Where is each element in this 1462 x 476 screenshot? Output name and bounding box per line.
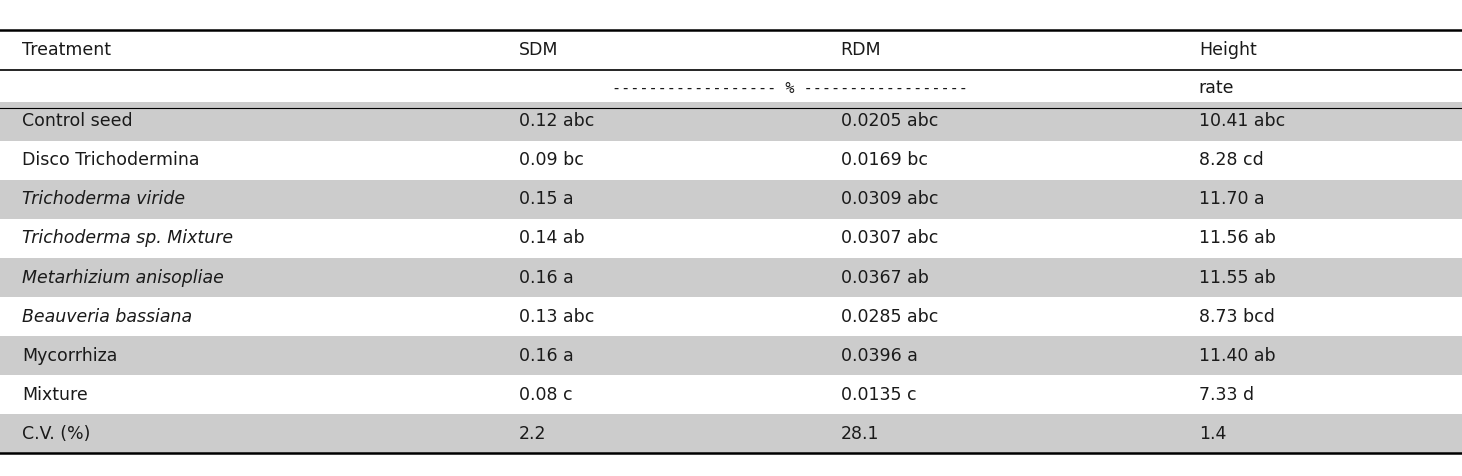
- Text: rate: rate: [1199, 79, 1234, 97]
- Text: 0.0205 abc: 0.0205 abc: [841, 112, 939, 130]
- Text: Beauveria bassiana: Beauveria bassiana: [22, 307, 192, 326]
- Text: 0.09 bc: 0.09 bc: [519, 151, 583, 169]
- Text: 0.0169 bc: 0.0169 bc: [841, 151, 928, 169]
- Text: 0.0307 abc: 0.0307 abc: [841, 229, 939, 248]
- Text: 11.70 a: 11.70 a: [1199, 190, 1265, 208]
- Text: Mixture: Mixture: [22, 386, 88, 404]
- Text: 11.40 ab: 11.40 ab: [1199, 347, 1275, 365]
- Text: 0.08 c: 0.08 c: [519, 386, 573, 404]
- Text: SDM: SDM: [519, 41, 558, 59]
- Text: 0.0285 abc: 0.0285 abc: [841, 307, 939, 326]
- Text: ------------------ % ------------------: ------------------ % ------------------: [611, 80, 968, 96]
- Text: 0.0135 c: 0.0135 c: [841, 386, 917, 404]
- Text: Trichoderma sp. Mixture: Trichoderma sp. Mixture: [22, 229, 232, 248]
- Text: 28.1: 28.1: [841, 425, 879, 443]
- Text: 10.41 abc: 10.41 abc: [1199, 112, 1285, 130]
- Bar: [0, 414, 1462, 453]
- Text: 0.16 a: 0.16 a: [519, 347, 573, 365]
- Text: 0.0367 ab: 0.0367 ab: [841, 268, 928, 287]
- Text: Trichoderma viride: Trichoderma viride: [22, 190, 186, 208]
- Text: Control seed: Control seed: [22, 112, 133, 130]
- Text: 8.28 cd: 8.28 cd: [1199, 151, 1263, 169]
- Text: 0.0309 abc: 0.0309 abc: [841, 190, 939, 208]
- Text: 0.0396 a: 0.0396 a: [841, 347, 918, 365]
- Bar: [0, 336, 1462, 375]
- Text: C.V. (%): C.V. (%): [22, 425, 91, 443]
- Text: 0.15 a: 0.15 a: [519, 190, 573, 208]
- Bar: [0, 258, 1462, 297]
- Bar: [0, 180, 1462, 219]
- Text: 7.33 d: 7.33 d: [1199, 386, 1254, 404]
- Text: Metarhizium anisopliae: Metarhizium anisopliae: [22, 268, 224, 287]
- Text: Treatment: Treatment: [22, 41, 111, 59]
- Text: 11.55 ab: 11.55 ab: [1199, 268, 1275, 287]
- Text: 0.16 a: 0.16 a: [519, 268, 573, 287]
- Text: Mycorrhiza: Mycorrhiza: [22, 347, 117, 365]
- Bar: [0, 102, 1462, 141]
- Text: 0.13 abc: 0.13 abc: [519, 307, 595, 326]
- Text: 0.12 abc: 0.12 abc: [519, 112, 595, 130]
- Text: RDM: RDM: [841, 41, 882, 59]
- Text: 2.2: 2.2: [519, 425, 547, 443]
- Text: Height: Height: [1199, 41, 1257, 59]
- Text: 11.56 ab: 11.56 ab: [1199, 229, 1276, 248]
- Text: Disco Trichodermina: Disco Trichodermina: [22, 151, 199, 169]
- Text: 0.14 ab: 0.14 ab: [519, 229, 585, 248]
- Text: 1.4: 1.4: [1199, 425, 1227, 443]
- Text: 8.73 bcd: 8.73 bcd: [1199, 307, 1275, 326]
